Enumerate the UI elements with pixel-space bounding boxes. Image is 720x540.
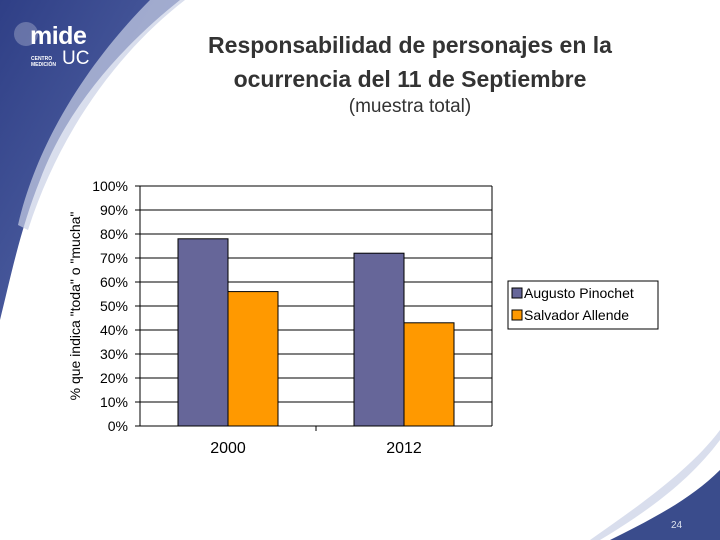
y-tick-label: 90% <box>100 202 128 218</box>
legend-box <box>507 280 659 330</box>
legend-label: Augusto Pinochet <box>524 285 634 301</box>
logo-tagline: CENTRO MEDICIÓN <box>31 56 56 68</box>
bar-augusto-pinochet-2012 <box>353 252 405 427</box>
y-tick-label: 70% <box>100 250 128 266</box>
logo-mide: mide <box>30 22 87 50</box>
y-tick-label: 0% <box>108 418 128 434</box>
y-tick-label: 50% <box>100 298 128 314</box>
y-tick-label: 30% <box>100 346 128 362</box>
legend-swatch <box>511 309 523 321</box>
logo-tagline-1: CENTRO <box>31 56 53 62</box>
y-tick-label: 20% <box>100 370 128 386</box>
x-tick-label: 2000 <box>210 440 246 457</box>
y-tick-label: 60% <box>100 274 128 290</box>
logo-uc: UC <box>62 48 90 69</box>
legend-label: Salvador Allende <box>524 307 629 323</box>
subtitle: (muestra total) <box>348 96 472 117</box>
y-tick-label: 100% <box>92 178 128 194</box>
logo: mide CENTRO MEDICIÓN UC <box>12 12 89 69</box>
page-number: 24 <box>671 520 683 531</box>
title-line-2: ocurrencia del 11 de Septiembre <box>233 66 587 92</box>
bar-augusto-pinochet-2000 <box>177 238 229 427</box>
logo-circle-icon <box>14 22 38 46</box>
bar-salvador-allende-2000 <box>227 291 279 427</box>
title-line-1: Responsabilidad de personajes en la <box>208 32 612 58</box>
y-axis-label: % que indica "toda" o "mucha" <box>67 212 83 401</box>
y-tick-label: 80% <box>100 226 128 242</box>
legend-swatch <box>511 287 523 299</box>
bar-salvador-allende-2012 <box>403 322 455 427</box>
y-tick-label: 10% <box>100 394 128 410</box>
x-tick-label: 2012 <box>386 440 422 457</box>
page-title: Responsabilidad de personajes en la ocur… <box>150 28 670 96</box>
y-tick-label: 40% <box>100 322 128 338</box>
logo-tagline-2: MEDICIÓN <box>31 62 56 68</box>
